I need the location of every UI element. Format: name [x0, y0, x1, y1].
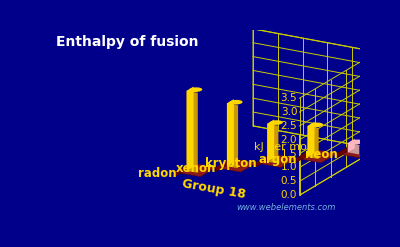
Text: radon: radon [138, 167, 176, 180]
Polygon shape [350, 140, 364, 144]
Polygon shape [189, 87, 202, 92]
Polygon shape [256, 154, 296, 167]
Polygon shape [227, 103, 238, 168]
Polygon shape [337, 144, 352, 158]
Polygon shape [270, 120, 283, 125]
Polygon shape [176, 163, 216, 177]
Text: krypton: krypton [205, 157, 257, 170]
Text: 2.5: 2.5 [281, 121, 297, 131]
Text: xenon: xenon [176, 162, 216, 175]
Text: 0.5: 0.5 [281, 176, 297, 186]
Text: Enthalpy of fusion: Enthalpy of fusion [56, 35, 199, 49]
Text: 0.0: 0.0 [281, 190, 297, 200]
Polygon shape [227, 99, 234, 166]
Polygon shape [337, 144, 377, 158]
Text: 1.0: 1.0 [281, 163, 297, 172]
Text: 2.0: 2.0 [281, 135, 297, 145]
Polygon shape [216, 158, 256, 172]
Polygon shape [230, 100, 242, 104]
Polygon shape [300, 52, 377, 195]
Text: Group 18: Group 18 [181, 177, 246, 201]
Polygon shape [348, 139, 355, 152]
Text: 3.5: 3.5 [281, 93, 297, 103]
Text: 3.0: 3.0 [281, 107, 297, 117]
Polygon shape [176, 163, 191, 176]
Text: 1.5: 1.5 [281, 149, 297, 159]
Polygon shape [187, 91, 198, 173]
Polygon shape [216, 158, 231, 172]
Polygon shape [310, 123, 323, 127]
Polygon shape [256, 154, 272, 167]
Polygon shape [308, 122, 314, 157]
Text: argon: argon [258, 153, 297, 166]
Polygon shape [267, 120, 274, 162]
Text: kJ per mol: kJ per mol [254, 142, 310, 152]
Text: www.webelements.com: www.webelements.com [237, 203, 336, 212]
Polygon shape [296, 149, 337, 163]
Polygon shape [296, 149, 312, 162]
Polygon shape [308, 126, 319, 159]
Text: neon: neon [305, 148, 337, 161]
Polygon shape [267, 124, 278, 164]
Polygon shape [348, 143, 359, 154]
Polygon shape [187, 86, 194, 171]
Polygon shape [253, 29, 377, 149]
